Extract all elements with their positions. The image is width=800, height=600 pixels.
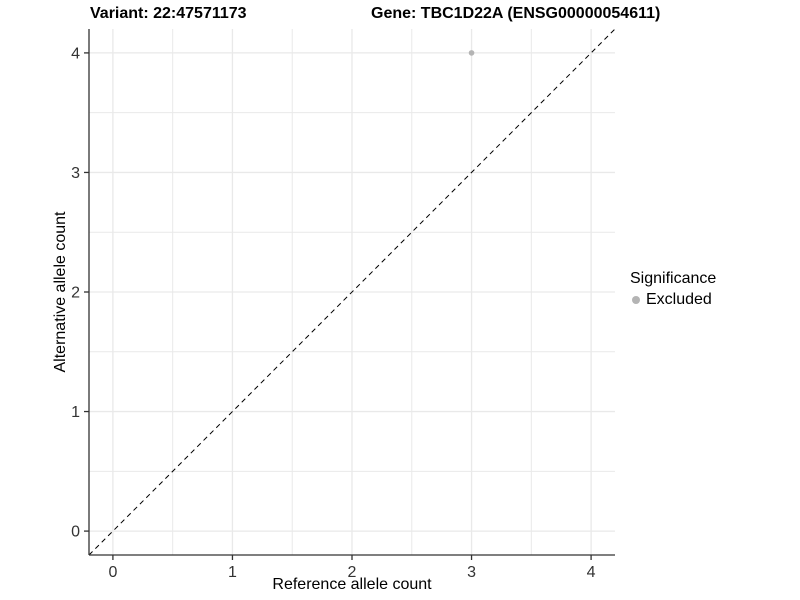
y-tick-label: 2: [71, 285, 80, 302]
x-tick-label: 1: [228, 564, 237, 581]
plot-title-variant: Variant: 22:47571173: [90, 5, 247, 22]
y-tick-label: 3: [71, 165, 80, 182]
legend-item-excluded: Excluded: [630, 291, 716, 309]
y-tick-label: 0: [71, 524, 80, 541]
x-tick-label: 4: [587, 564, 596, 581]
y-tick-label: 1: [71, 404, 80, 421]
plot-title-gene: Gene: TBC1D22A (ENSG00000054611): [371, 5, 661, 22]
y-tick-label: 4: [71, 45, 80, 62]
data-point: [468, 50, 475, 56]
legend-point-icon: [632, 296, 640, 304]
y-axis-title: Alternative allele count: [52, 211, 69, 373]
identity-line: [88, 28, 616, 556]
legend: Significance Excluded: [630, 270, 716, 309]
x-tick-label: 3: [467, 564, 476, 581]
legend-item-label: Excluded: [646, 291, 712, 308]
legend-title: Significance: [630, 270, 717, 287]
x-axis-title: Reference allele count: [272, 576, 432, 593]
x-tick-label: 2: [348, 564, 357, 581]
x-tick-label: 0: [108, 564, 117, 581]
